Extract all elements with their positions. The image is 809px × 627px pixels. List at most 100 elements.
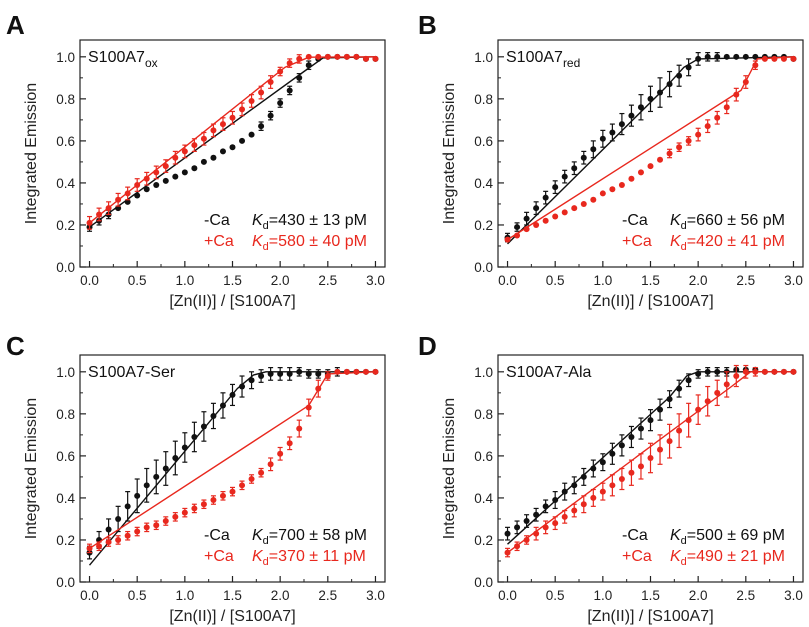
legend-kd-symbol: K — [670, 233, 682, 250]
legend-condition: +Ca — [204, 233, 234, 250]
data-point — [219, 121, 226, 128]
legend-kd-value: =370 ± 11 pM — [269, 548, 366, 565]
x-tick-label: 3.0 — [784, 273, 803, 288]
data-point — [143, 524, 150, 531]
series-plus-ca — [504, 55, 797, 243]
data-point — [685, 377, 692, 384]
data-point — [676, 72, 683, 79]
legend-kd: Kd=370 ± 11 pM — [252, 548, 366, 568]
y-tick-label: 0.0 — [474, 260, 493, 275]
data-point — [105, 205, 112, 212]
legend-kd-symbol: K — [252, 212, 264, 229]
data-point — [771, 368, 778, 375]
series-plus-ca — [504, 364, 797, 558]
data-point — [239, 137, 246, 144]
data-point — [685, 417, 692, 424]
data-point — [657, 406, 664, 413]
y-tick-label: 0.0 — [56, 575, 75, 590]
data-point — [305, 370, 312, 377]
x-tick-label: 0.5 — [128, 273, 147, 288]
legend-kd: Kd=580 ± 40 pM — [252, 233, 367, 253]
panel-d: D 0.0 0.5 1.0 1.5 2.0 2.5 3.0 0.0 0.2 0.4 0.6 0.8 1.0… — [418, 331, 804, 625]
y-tick-label: 0.0 — [56, 260, 75, 275]
data-point — [637, 169, 644, 176]
data-point — [695, 131, 702, 138]
data-point — [181, 509, 188, 516]
data-point — [353, 53, 360, 60]
data-point — [618, 182, 625, 189]
data-point — [334, 368, 341, 375]
data-point — [523, 215, 530, 222]
data-point — [647, 163, 654, 170]
legend-condition: -Ca — [204, 212, 230, 229]
data-point — [191, 505, 198, 512]
data-point — [334, 53, 341, 60]
panel-title-main: S100A7 — [88, 49, 145, 66]
x-tick-label: 0.0 — [80, 588, 99, 603]
data-point — [657, 156, 664, 163]
data-point — [248, 97, 255, 104]
data-point — [96, 211, 103, 218]
y-tick-label: 0.0 — [474, 575, 493, 590]
x-tick-label: 2.5 — [318, 273, 337, 288]
data-point — [105, 526, 112, 533]
data-point — [210, 412, 217, 419]
x-tick-label: 2.5 — [736, 588, 755, 603]
data-point — [666, 150, 673, 157]
x-tick-label: 2.0 — [689, 588, 708, 603]
y-tick-label: 0.2 — [56, 218, 75, 233]
data-point — [704, 123, 711, 130]
data-point — [571, 507, 578, 514]
data-point — [637, 104, 644, 111]
data-point — [286, 440, 293, 447]
x-tick-label: 0.5 — [546, 273, 565, 288]
data-point — [86, 545, 93, 552]
y-tick-label: 0.4 — [474, 491, 493, 506]
data-point — [372, 55, 379, 62]
data-point — [372, 368, 379, 375]
legend-kd-subscript: d — [263, 535, 269, 547]
data-point — [733, 91, 740, 98]
data-point — [191, 142, 198, 149]
data-point — [609, 129, 616, 136]
data-point — [714, 114, 721, 121]
data-point — [296, 74, 303, 81]
data-point — [704, 368, 711, 375]
panel-letter: A — [6, 10, 25, 40]
data-point — [277, 68, 284, 75]
y-tick-label: 0.8 — [474, 407, 493, 422]
panel-letter: C — [6, 331, 25, 361]
data-point — [514, 224, 521, 231]
data-point — [191, 433, 198, 440]
data-point — [115, 515, 122, 522]
data-point — [628, 433, 635, 440]
data-point — [172, 454, 179, 461]
y-tick-label: 0.8 — [56, 92, 75, 107]
data-point — [267, 370, 274, 377]
x-tick-label: 1.5 — [641, 273, 660, 288]
legend-kd-subscript: d — [681, 556, 687, 568]
data-point — [315, 53, 322, 60]
data-point — [248, 131, 255, 138]
data-point — [200, 135, 207, 142]
legend-kd-value: =580 ± 40 pM — [269, 233, 367, 250]
data-point — [115, 196, 122, 203]
data-point — [609, 450, 616, 457]
data-point — [172, 154, 179, 161]
x-tick-label: 0.5 — [128, 588, 147, 603]
x-tick-label: 0.0 — [498, 588, 517, 603]
data-point — [609, 482, 616, 489]
data-point — [647, 454, 654, 461]
legend-kd-symbol: K — [670, 548, 682, 565]
data-point — [153, 522, 160, 529]
data-point — [210, 497, 217, 504]
data-point — [771, 55, 778, 62]
x-tick-label: 3.0 — [366, 588, 385, 603]
data-point — [752, 368, 759, 375]
data-point — [191, 165, 198, 172]
data-point — [162, 163, 169, 170]
data-point — [315, 370, 322, 377]
data-point — [248, 377, 255, 384]
legend-kd-symbol: K — [670, 527, 682, 544]
data-point — [685, 64, 692, 71]
